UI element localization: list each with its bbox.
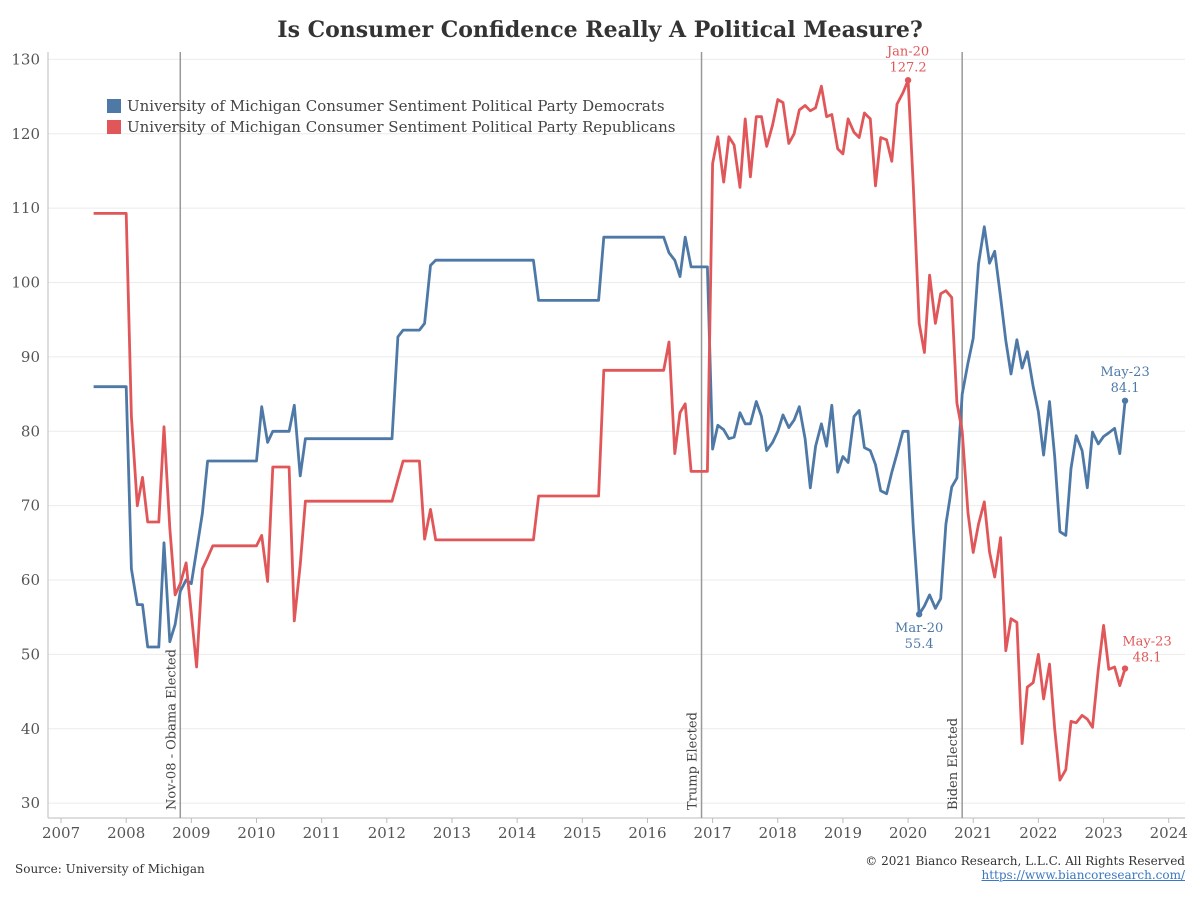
x-tick-label: 2016 xyxy=(628,824,666,842)
x-axis-ticks: 2007 2008 2009 2010 2011 2012 2013 2014 2015 2016… xyxy=(42,818,1188,842)
source-note: Source: University of Michigan xyxy=(15,862,205,876)
legend: University of Michigan Consumer Sentimen… xyxy=(107,97,675,136)
annotation-date: Mar-20 xyxy=(895,621,943,636)
website-link[interactable]: https://www.biancoresearch.com/ xyxy=(981,868,1185,882)
legend-label: University of Michigan Consumer Sentimen… xyxy=(127,118,675,136)
y-axis-ticks: 30 40 50 60 70 80 90 100 110 120 130 xyxy=(11,50,40,812)
y-tick-label: 50 xyxy=(21,645,40,663)
annotation-value: 48.1 xyxy=(1133,651,1162,666)
annotation-point xyxy=(904,77,912,84)
y-tick-label: 30 xyxy=(21,794,40,812)
y-tick-label: 130 xyxy=(11,50,40,68)
legend-swatch xyxy=(107,99,121,113)
y-tick-label: 110 xyxy=(11,199,40,217)
x-tick-label: 2020 xyxy=(889,824,927,842)
copyright-block: © 2021 Bianco Research, L.L.C. All Right… xyxy=(865,854,1185,882)
x-tick-label: 2023 xyxy=(1084,824,1122,842)
x-tick-label: 2022 xyxy=(1019,824,1057,842)
event-label: Trump Elected xyxy=(686,712,701,810)
x-tick-label: 2008 xyxy=(107,824,145,842)
x-tick-label: 2017 xyxy=(694,824,732,842)
annotation-value: 127.2 xyxy=(889,60,926,75)
x-tick-label: 2013 xyxy=(433,824,471,842)
grid-lines xyxy=(48,58,1185,804)
annotation-date: Jan-20 xyxy=(885,44,929,59)
annotation-date: May-23 xyxy=(1100,365,1149,380)
annotation-value: 84.1 xyxy=(1111,381,1140,396)
annotation-point xyxy=(915,611,923,618)
y-tick-label: 40 xyxy=(21,720,40,738)
y-tick-label: 80 xyxy=(21,422,40,440)
x-tick-label: 2010 xyxy=(237,824,275,842)
democrats-line xyxy=(93,225,1127,649)
axes xyxy=(47,52,1185,819)
x-tick-label: 2012 xyxy=(368,824,406,842)
annotation-point xyxy=(1121,397,1129,404)
copyright-text: © 2021 Bianco Research, L.L.C. All Right… xyxy=(865,854,1185,868)
x-tick-label: 2024 xyxy=(1150,824,1188,842)
legend-swatch xyxy=(107,120,121,134)
x-tick-label: 2021 xyxy=(954,824,992,842)
annotation-point xyxy=(1121,665,1129,672)
legend-label: University of Michigan Consumer Sentimen… xyxy=(127,97,665,115)
event-markers: Nov-08 - Obama Elected Trump Elected Biden… xyxy=(164,52,963,818)
x-tick-label: 2009 xyxy=(172,824,210,842)
y-tick-label: 100 xyxy=(11,274,40,292)
y-tick-label: 120 xyxy=(11,125,40,143)
x-tick-label: 2007 xyxy=(42,824,80,842)
x-tick-label: 2014 xyxy=(498,824,536,842)
y-tick-label: 70 xyxy=(21,497,40,515)
event-label: Biden Elected xyxy=(946,718,961,810)
y-tick-label: 60 xyxy=(21,571,40,589)
x-tick-label: 2011 xyxy=(303,824,341,842)
annotation-value: 55.4 xyxy=(905,637,934,652)
y-tick-label: 90 xyxy=(21,348,40,366)
x-tick-label: 2015 xyxy=(563,824,601,842)
event-label: Nov-08 - Obama Elected xyxy=(164,649,179,810)
x-tick-label: 2019 xyxy=(824,824,862,842)
x-tick-label: 2018 xyxy=(759,824,797,842)
chart-title: Is Consumer Confidence Really A Politica… xyxy=(277,17,922,43)
annotation-date: May-23 xyxy=(1122,635,1171,650)
point-annotations: Jan-20127.2Mar-2055.4May-2384.1May-2348.… xyxy=(885,44,1172,672)
series-lines xyxy=(93,78,1127,782)
republicans-line xyxy=(93,78,1127,782)
